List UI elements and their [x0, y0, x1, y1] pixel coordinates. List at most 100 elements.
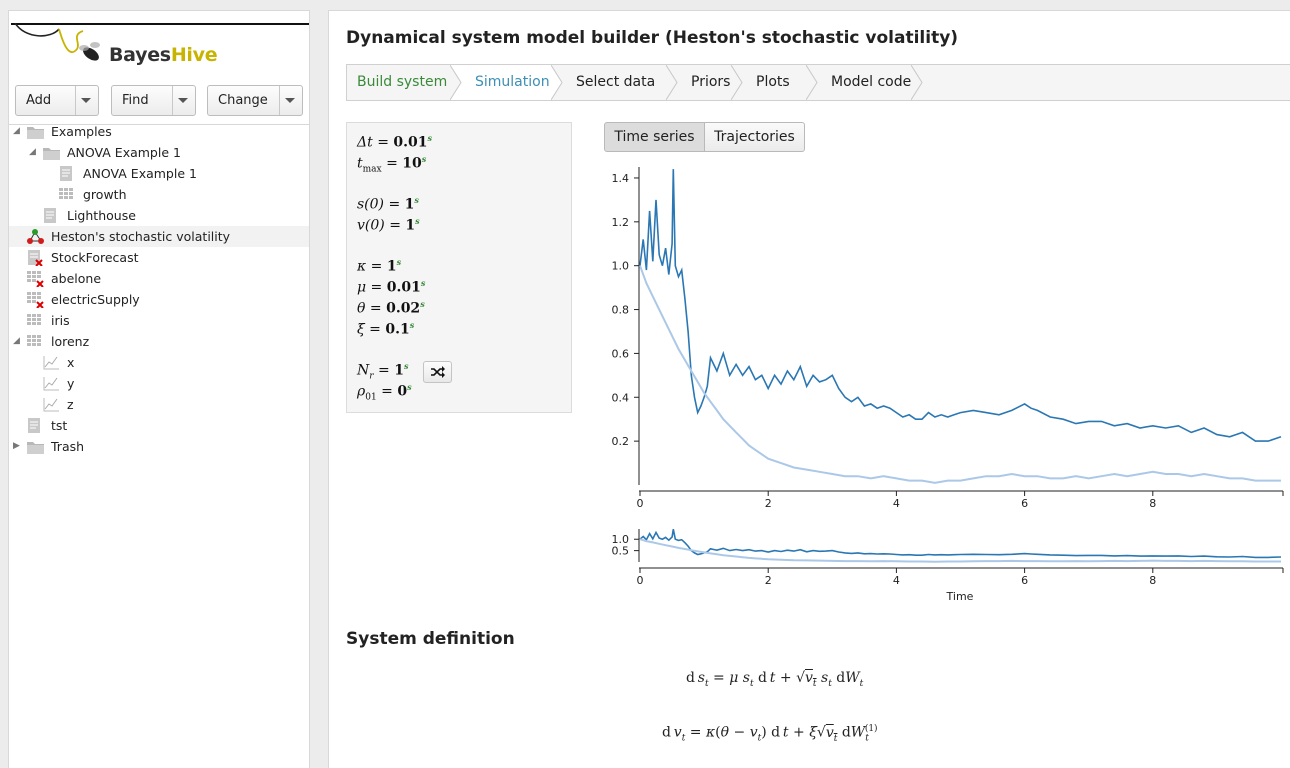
trajectories-toggle[interactable]: Trajectories	[704, 122, 805, 152]
volatility-series-line	[639, 265, 1281, 484]
tree-item[interactable]: ▶ Trash	[9, 436, 309, 457]
tree-item[interactable]: Lighthouse	[9, 205, 309, 226]
slider-marker: s	[396, 257, 402, 267]
param-tmax-value[interactable]: 10	[402, 155, 422, 172]
chevron-down-icon[interactable]	[178, 98, 188, 103]
table-error-icon	[27, 271, 44, 293]
tree-item[interactable]: tst	[9, 415, 309, 436]
param-xi-value[interactable]: 0.1	[385, 321, 410, 338]
collapse-arrow-icon[interactable]: ◢	[29, 147, 36, 157]
tree-item-label: StockForecast	[51, 250, 139, 265]
param-mu-value[interactable]: 0.01	[386, 279, 421, 296]
wizard-step-label: Model code	[831, 74, 912, 90]
tree-item-label: z	[67, 397, 74, 412]
tree-item-label: Trash	[51, 439, 85, 454]
price-series-line	[639, 529, 1282, 559]
param-dt-symbol: Δt	[357, 134, 373, 151]
param-s0-value[interactable]: 1	[404, 196, 415, 213]
tree-item[interactable]: abelone	[9, 268, 309, 289]
wizard-step[interactable]: Simulation	[451, 65, 552, 100]
tree-item[interactable]: iris	[9, 310, 309, 331]
param-xi[interactable]: ξ = 0.1s	[357, 320, 414, 338]
param-s0[interactable]: s(0) = 1s	[357, 195, 419, 213]
tree-item[interactable]: Heston's stochastic volatility	[9, 226, 309, 247]
equals-sign: =	[376, 383, 398, 400]
chevron-down-icon[interactable]	[81, 98, 91, 103]
x-tick-label: 0	[637, 497, 644, 510]
change-dropdown-label: Change	[218, 93, 268, 108]
param-rho[interactable]: ρ01 = 0s	[357, 382, 412, 402]
line-chart-icon	[43, 376, 59, 397]
document-icon	[59, 166, 73, 188]
x-tick-label: 6	[1021, 574, 1028, 587]
wizard-step[interactable]: Priors	[667, 65, 732, 100]
volatility-series-line	[639, 538, 1281, 563]
change-dropdown-separator	[279, 86, 280, 115]
shuffle-button[interactable]	[423, 361, 452, 383]
param-dt-value[interactable]: 0.01	[393, 134, 428, 151]
y-tick-label: 0.6	[612, 347, 630, 360]
tree-item[interactable]: x	[9, 352, 309, 373]
slider-marker: s	[420, 278, 426, 288]
change-dropdown[interactable]: Change	[207, 85, 303, 116]
wizard-step[interactable]: Model code	[807, 65, 912, 100]
param-nr[interactable]: Nr = 1s	[357, 361, 408, 381]
find-dropdown[interactable]: Find	[111, 85, 196, 116]
slider-marker: s	[409, 320, 415, 330]
tree-item[interactable]: ◢ ANOVA Example 1	[9, 142, 309, 163]
param-v0-value[interactable]: 1	[405, 217, 416, 234]
param-theta[interactable]: θ = 0.02s	[357, 299, 425, 317]
param-dt[interactable]: Δt = 0.01s	[357, 133, 432, 151]
expand-arrow-icon[interactable]: ▶	[13, 441, 20, 451]
param-kappa[interactable]: κ = 1s	[357, 257, 401, 275]
tree-item[interactable]: z	[9, 394, 309, 415]
wizard-step[interactable]: Select data	[552, 65, 667, 100]
folder-icon	[43, 145, 60, 166]
param-tmax[interactable]: tmax = 10s	[357, 154, 426, 174]
param-v0[interactable]: v(0) = 1s	[357, 216, 420, 234]
wizard-step-label: Plots	[756, 74, 790, 90]
document-icon	[27, 418, 41, 440]
param-rho-value[interactable]: 0	[397, 383, 408, 400]
param-mu[interactable]: μ = 0.01s	[357, 278, 425, 296]
find-dropdown-label: Find	[122, 93, 149, 108]
wizard-step-label: Simulation	[475, 74, 550, 90]
wizard-step[interactable]: Plots	[732, 65, 807, 100]
tree-item-label: growth	[83, 187, 127, 202]
tree-item-label: Heston's stochastic volatility	[51, 229, 231, 244]
add-dropdown[interactable]: Add	[15, 85, 99, 116]
x-axis-label: Time	[946, 590, 974, 603]
equals-sign: =	[381, 155, 403, 172]
param-theta-symbol: θ	[357, 300, 366, 317]
tree-item-label: ANOVA Example 1	[83, 166, 197, 181]
time-series-chart[interactable]: 0 2 4 6 8 0.2 0.4 0.6 0.8 1.0 1.2 1.4	[329, 11, 1290, 511]
x-tick-label: 2	[765, 574, 772, 587]
equals-sign: =	[364, 321, 386, 338]
folder-icon	[27, 124, 44, 145]
line-chart-icon	[43, 355, 59, 376]
parameters-panel: Δt = 0.01s tmax = 10s s(0) = 1s v(0) = 1…	[346, 122, 572, 413]
tree-item[interactable]: growth	[9, 184, 309, 205]
chevron-down-icon[interactable]	[285, 98, 295, 103]
slider-marker: s	[427, 133, 433, 143]
collapse-arrow-icon[interactable]: ◢	[13, 336, 20, 346]
wizard-step[interactable]: Build system	[347, 65, 451, 100]
param-nr-value[interactable]: 1	[394, 362, 404, 379]
param-s0-symbol: s(0)	[357, 196, 385, 213]
step-separator-icon	[731, 65, 743, 100]
param-theta-value[interactable]: 0.02	[386, 300, 421, 317]
tree-item[interactable]: StockForecast	[9, 247, 309, 268]
tree-item[interactable]: y	[9, 373, 309, 394]
param-xi-symbol: ξ	[357, 321, 365, 338]
wizard-steps: Build system Simulation Select data Priors P…	[346, 64, 1290, 101]
step-separator-icon	[450, 65, 462, 100]
tree-item[interactable]: ANOVA Example 1	[9, 163, 309, 184]
tree-item[interactable]: ◢ Examples	[9, 121, 309, 142]
param-kappa-value[interactable]: 1	[386, 258, 397, 275]
equals-sign: =	[384, 196, 405, 213]
tree-item[interactable]: electricSupply	[9, 289, 309, 310]
tree-item[interactable]: ◢ lorenz	[9, 331, 309, 352]
app-logo[interactable]: BayesHive	[11, 23, 309, 79]
collapse-arrow-icon[interactable]: ◢	[13, 126, 20, 136]
x-tick-label: 2	[765, 497, 772, 510]
